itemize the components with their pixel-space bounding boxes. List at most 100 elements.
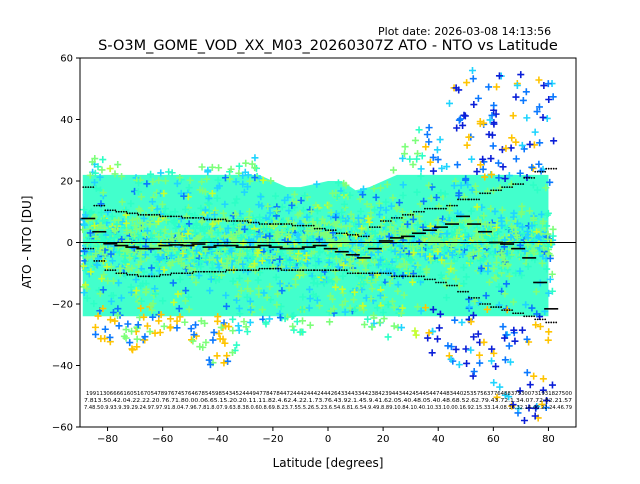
scatter-point xyxy=(221,214,229,222)
scatter-point xyxy=(434,234,442,242)
scatter-point xyxy=(141,333,149,341)
minus-sigma-marker xyxy=(373,272,376,275)
plus-sigma-marker xyxy=(139,213,142,216)
scatter-point xyxy=(392,235,400,243)
minus-sigma-marker xyxy=(184,272,186,275)
scatter-point xyxy=(99,189,107,197)
scatter-point xyxy=(441,190,449,198)
plus-sigma-marker xyxy=(437,207,440,210)
scatter-point xyxy=(388,297,396,305)
scatter-point xyxy=(487,221,495,229)
scatter-point xyxy=(122,219,130,227)
scatter-point xyxy=(453,124,461,132)
scatter-point xyxy=(176,234,184,242)
scatter-point xyxy=(229,327,237,335)
scatter-point xyxy=(99,286,107,294)
scatter-point xyxy=(185,305,193,313)
scatter-point xyxy=(226,175,234,183)
scatter-point xyxy=(460,193,468,201)
scatter-point xyxy=(274,290,282,298)
plus-sigma-marker xyxy=(100,204,103,207)
plus-sigma-marker xyxy=(151,213,153,216)
scatter-point xyxy=(508,222,516,230)
scatter-point xyxy=(222,291,230,299)
scatter-point xyxy=(341,297,349,305)
scatter-point xyxy=(121,252,129,260)
scatter-point xyxy=(137,250,145,258)
scatter-point xyxy=(382,226,390,234)
scatter-point xyxy=(515,405,523,413)
scatter-point xyxy=(325,276,333,284)
scatter-point xyxy=(92,233,100,241)
scatter-point xyxy=(125,265,133,273)
scatter-point xyxy=(329,295,337,303)
plus-sigma-marker xyxy=(258,223,261,225)
minus-sigma-marker xyxy=(519,312,522,315)
minus-sigma-marker xyxy=(288,269,291,272)
plus-sigma-marker xyxy=(98,204,101,207)
minus-sigma-marker xyxy=(175,272,178,275)
scatter-point xyxy=(417,165,425,173)
scatter-point xyxy=(459,121,467,129)
scatter-point xyxy=(161,205,169,213)
plus-sigma-marker xyxy=(307,224,310,227)
plus-sigma-marker xyxy=(299,224,302,227)
scatter-point xyxy=(262,318,270,326)
scatter-point xyxy=(260,289,268,297)
scatter-point xyxy=(517,71,525,79)
scatter-point xyxy=(188,273,196,281)
scatter-point xyxy=(505,172,513,180)
scatter-point xyxy=(359,191,367,199)
scatter-point xyxy=(208,189,216,197)
scatter-point xyxy=(137,258,145,266)
scatter-point xyxy=(530,372,538,380)
scatter-point xyxy=(245,213,253,221)
minus-sigma-marker xyxy=(257,269,260,272)
scatter-point xyxy=(512,93,520,101)
scatter-point xyxy=(463,359,471,367)
scatter-point xyxy=(548,381,556,389)
scatter-point xyxy=(211,272,219,280)
scatter-point xyxy=(87,268,95,276)
minus-sigma-marker xyxy=(327,269,330,272)
scatter-point xyxy=(499,323,507,331)
plus-sigma-marker xyxy=(555,167,558,170)
plus-sigma-marker xyxy=(445,207,447,210)
scatter-point xyxy=(276,280,284,288)
scatter-point xyxy=(506,358,514,366)
bin-mean-row: 7.813.50.42.04.22.22.20.76.71.80.00.06.6… xyxy=(84,398,573,404)
plus-sigma-marker xyxy=(500,189,502,192)
scatter-point xyxy=(536,139,544,147)
scatter-point xyxy=(106,230,114,238)
scatter-point xyxy=(367,295,375,303)
minus-sigma-marker xyxy=(446,284,448,287)
scatter-point xyxy=(143,227,151,235)
scatter-point xyxy=(526,207,534,215)
plus-sigma-marker xyxy=(368,226,371,229)
scatter-point xyxy=(179,250,187,258)
scatter-point xyxy=(477,161,485,169)
minus-sigma-marker xyxy=(343,269,346,272)
scatter-point xyxy=(221,200,229,208)
scatter-point xyxy=(235,169,243,177)
x-tick-label: −80 xyxy=(97,434,118,445)
plus-sigma-marker xyxy=(514,183,517,185)
scatter-point xyxy=(201,188,209,196)
scatter-point xyxy=(279,217,287,225)
minus-sigma-marker xyxy=(159,273,162,276)
scatter-point xyxy=(485,83,493,91)
minus-sigma-marker xyxy=(173,272,175,275)
scatter-point xyxy=(148,264,156,272)
plus-sigma-marker xyxy=(323,227,326,230)
scatter-point xyxy=(538,400,546,408)
scatter-point xyxy=(221,245,229,253)
plus-sigma-marker xyxy=(261,223,264,225)
scatter-point xyxy=(165,168,173,176)
scatter-point xyxy=(395,199,403,207)
scatter-point xyxy=(289,198,297,206)
scatter-point xyxy=(332,222,340,230)
scatter-point xyxy=(132,287,140,295)
minus-sigma-marker xyxy=(285,269,288,272)
scatter-point xyxy=(136,296,144,304)
scatter-point xyxy=(251,164,259,172)
